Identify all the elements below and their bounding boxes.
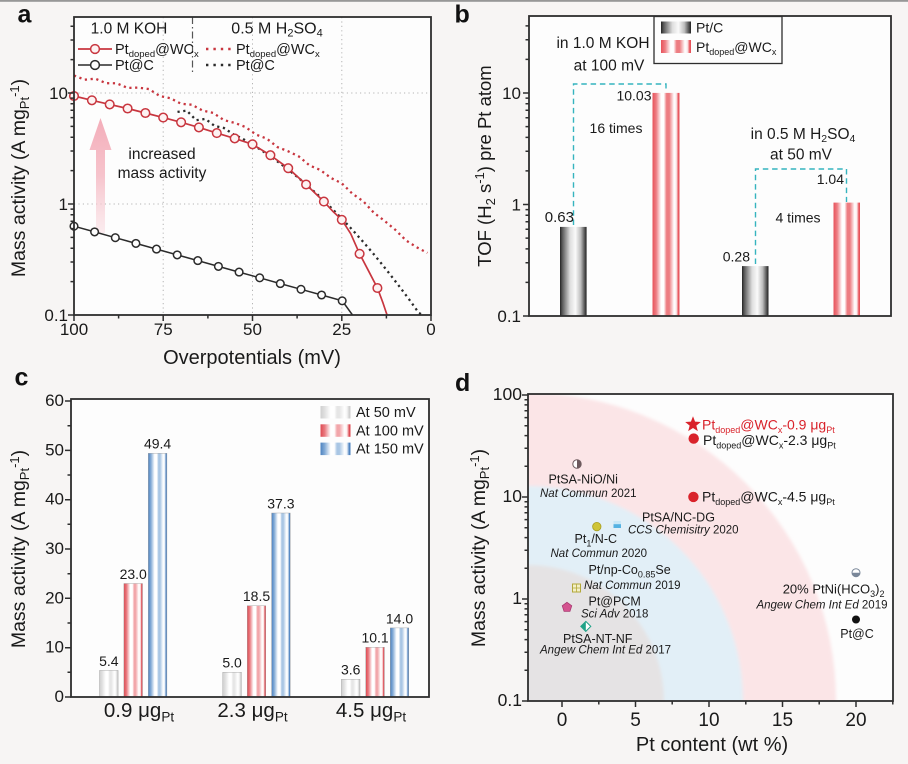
svg-text:4.5 μgPt: 4.5 μgPt	[336, 699, 406, 725]
svg-text:PtSA-NT-NF: PtSA-NT-NF	[563, 632, 633, 646]
svg-text:3.6: 3.6	[341, 662, 361, 678]
svg-text:At 150 mV: At 150 mV	[356, 442, 424, 458]
svg-text:20% PtNi(HCO3)2: 20% PtNi(HCO3)2	[783, 582, 885, 600]
svg-text:10: 10	[49, 84, 68, 103]
svg-text:0.1: 0.1	[44, 306, 68, 325]
svg-text:49.4: 49.4	[144, 436, 171, 452]
svg-text:10: 10	[502, 84, 521, 103]
svg-text:PtSA/NC-DG: PtSA/NC-DG	[642, 511, 715, 525]
svg-text:Pt@C: Pt@C	[236, 58, 275, 74]
svg-text:20: 20	[45, 588, 64, 607]
svg-text:at 50 mV: at 50 mV	[770, 147, 833, 164]
svg-text:2.3 μgPt: 2.3 μgPt	[217, 699, 287, 725]
svg-text:Pt1/N-C: Pt1/N-C	[575, 532, 618, 549]
svg-text:d: d	[455, 369, 470, 397]
svg-text:30: 30	[45, 539, 64, 558]
svg-text:1: 1	[512, 196, 521, 215]
svg-text:1.04: 1.04	[817, 171, 844, 187]
svg-text:PtSA-NiO/Ni: PtSA-NiO/Ni	[549, 473, 618, 487]
svg-text:Pt/np-Co0.85Se: Pt/np-Co0.85Se	[589, 563, 671, 580]
svg-text:23.0: 23.0	[120, 566, 147, 582]
svg-text:0: 0	[557, 710, 568, 731]
svg-text:50: 50	[243, 320, 262, 339]
svg-text:Pt@C: Pt@C	[115, 58, 154, 74]
svg-text:0: 0	[426, 320, 435, 339]
svg-text:Pt@PCM: Pt@PCM	[589, 595, 641, 609]
svg-text:Ptdoped@WCx-4.5 μgPt: Ptdoped@WCx-4.5 μgPt	[702, 489, 835, 508]
svg-text:1: 1	[59, 195, 68, 214]
svg-text:0: 0	[55, 687, 64, 706]
svg-text:10: 10	[698, 710, 719, 731]
svg-text:4 times: 4 times	[775, 210, 820, 226]
svg-text:75: 75	[154, 320, 173, 339]
svg-text:At 100 mV: At 100 mV	[356, 423, 424, 439]
svg-text:b: b	[455, 1, 470, 29]
svg-text:25: 25	[332, 320, 351, 339]
svg-text:Pt/C: Pt/C	[696, 20, 723, 36]
svg-text:in 0.5 M H2SO4: in 0.5 M H2SO4	[751, 126, 856, 145]
svg-text:0.1: 0.1	[497, 307, 521, 326]
svg-text:Mass activity (A mgPt-1): Mass activity (A mgPt-1)	[7, 79, 32, 277]
svg-text:Ptdoped@WCx: Ptdoped@WCx	[696, 39, 777, 57]
svg-text:0.63: 0.63	[545, 209, 574, 226]
svg-text:20: 20	[845, 710, 866, 731]
svg-text:5.0: 5.0	[222, 655, 242, 671]
svg-text:50: 50	[45, 440, 64, 459]
svg-text:5: 5	[630, 710, 641, 731]
svg-text:Nat Commun 2021: Nat Commun 2021	[540, 488, 637, 500]
svg-text:18.5: 18.5	[243, 588, 270, 604]
svg-text:0.28: 0.28	[723, 249, 750, 265]
svg-text:in 1.0 M KOH: in 1.0 M KOH	[556, 35, 649, 52]
svg-text:1: 1	[512, 588, 522, 608]
svg-text:CCS Chemisitry 2020: CCS Chemisitry 2020	[628, 525, 739, 537]
svg-text:0.5 M H2SO4: 0.5 M H2SO4	[231, 21, 322, 40]
svg-text:37.3: 37.3	[267, 495, 294, 511]
svg-text:Overpotentials (mV): Overpotentials (mV)	[163, 347, 341, 369]
svg-text:at 100 mV: at 100 mV	[574, 58, 645, 75]
svg-text:5.4: 5.4	[99, 653, 119, 669]
svg-text:60: 60	[45, 391, 64, 410]
svg-text:Ptdoped@WCx-0.9 μgPt: Ptdoped@WCx-0.9 μgPt	[702, 417, 835, 436]
svg-text:a: a	[18, 1, 33, 29]
svg-text:TOF (H2 s-1) pre Pt atom: TOF (H2 s-1) pre Pt atom	[472, 65, 498, 266]
svg-text:Angew Chem Int Ed 2019: Angew Chem Int Ed 2019	[755, 600, 887, 612]
svg-text:mass activity: mass activity	[118, 165, 207, 182]
svg-text:Angew Chem Int Ed 2017: Angew Chem Int Ed 2017	[539, 645, 671, 657]
svg-text:40: 40	[45, 490, 64, 509]
svg-text:Ptdoped@WCx-2.3 μgPt: Ptdoped@WCx-2.3 μgPt	[703, 432, 836, 451]
svg-text:10.1: 10.1	[361, 630, 388, 646]
svg-text:increased: increased	[128, 146, 195, 163]
svg-text:16 times: 16 times	[590, 120, 643, 136]
svg-text:Sci Adv 2018: Sci Adv 2018	[581, 609, 648, 621]
svg-text:Nat Commun 2019: Nat Commun 2019	[584, 580, 681, 592]
svg-text:Mass activity (A mgPt-1): Mass activity (A mgPt-1)	[467, 449, 492, 647]
svg-text:Mass activity (A mgPt-1): Mass activity (A mgPt-1)	[7, 450, 32, 648]
svg-text:10: 10	[503, 486, 523, 506]
svg-text:Pt content (wt %): Pt content (wt %)	[636, 734, 788, 756]
svg-text:Pt@C: Pt@C	[840, 627, 874, 641]
svg-text:Nat Commun 2020: Nat Commun 2020	[551, 548, 648, 560]
svg-text:100: 100	[493, 384, 522, 404]
svg-text:100: 100	[60, 320, 88, 339]
svg-text:10.03: 10.03	[616, 88, 651, 104]
svg-text:15: 15	[772, 710, 793, 731]
svg-text:c: c	[15, 364, 29, 392]
svg-text:10: 10	[45, 638, 64, 657]
svg-text:0.1: 0.1	[498, 690, 522, 710]
svg-text:At 50 mV: At 50 mV	[356, 405, 416, 421]
svg-text:1.0 M KOH: 1.0 M KOH	[91, 21, 168, 38]
svg-text:14.0: 14.0	[386, 610, 413, 626]
